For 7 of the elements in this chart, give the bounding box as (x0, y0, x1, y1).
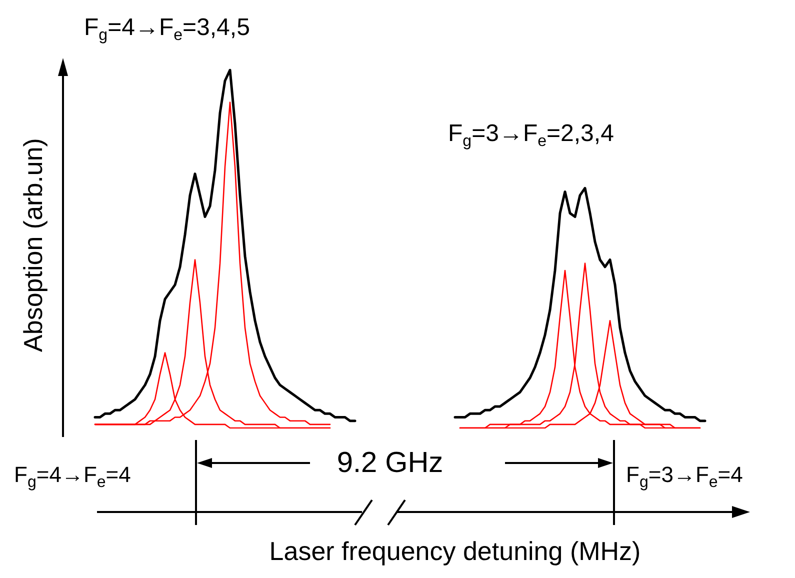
text: 9.2 GHz (336, 447, 444, 479)
x-axis-title: Laser frequency detuning (MHz) (269, 536, 641, 566)
text: F$_{g}$=4→F$_{e}$=4 (14, 461, 131, 493)
annotation: F$_{g}$=3→F$_{e}$=2,3,4 (448, 120, 614, 152)
text: F$_{g}$=4→F$_{e}$=3,4,5 (84, 14, 250, 46)
y-axis-title: Absoption (arb.un) (18, 138, 48, 352)
text: F$_{g}$=3→F$_{e}$=4 (626, 461, 743, 493)
